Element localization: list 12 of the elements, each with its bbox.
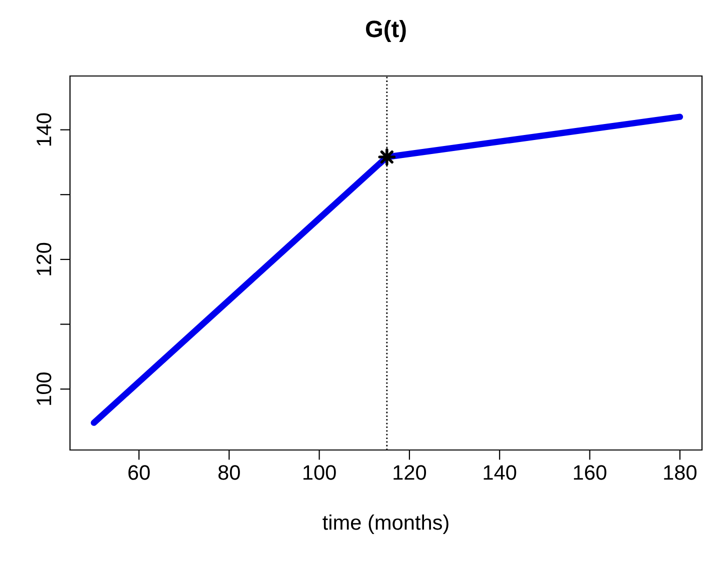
- y-tick-label: 120: [36, 242, 52, 276]
- x-tick-label: 160: [574, 465, 606, 480]
- x-tick-label: 100: [303, 465, 336, 480]
- x-tick-label: 60: [128, 465, 150, 480]
- y-tick-label: 100: [36, 372, 52, 405]
- x-axis-title: time (months): [322, 514, 448, 534]
- x-tick-label: 120: [394, 465, 426, 480]
- x-tick-label: 140: [484, 465, 516, 480]
- x-tick-label: 80: [218, 465, 240, 480]
- x-tick-label: 180: [664, 465, 696, 480]
- y-tick-label: 140: [36, 113, 52, 146]
- chart-title: G(t): [366, 20, 406, 42]
